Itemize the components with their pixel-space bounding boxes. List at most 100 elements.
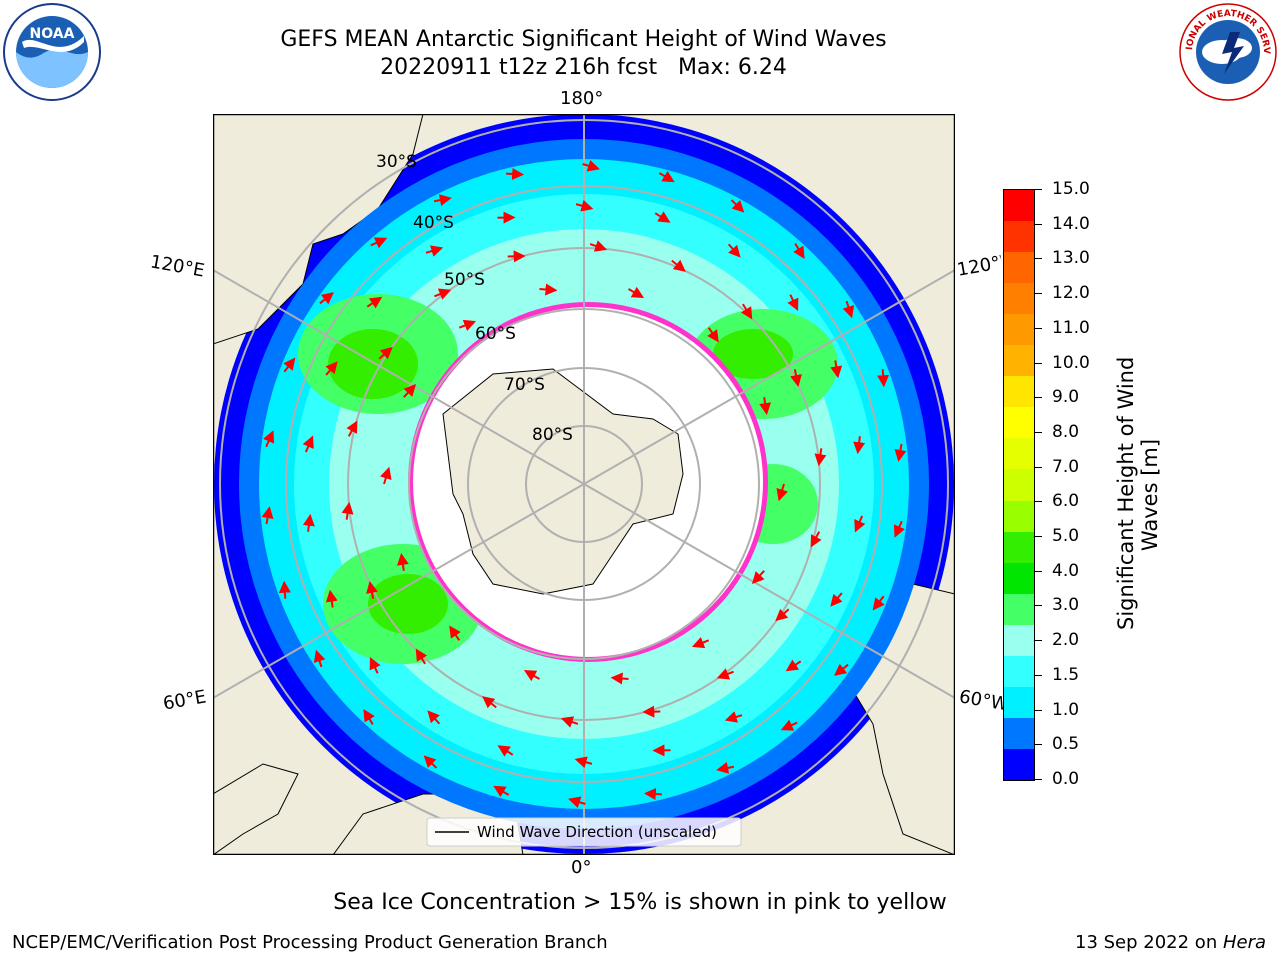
colorbar-tick-mark [1034, 536, 1042, 538]
wind-wave-arrow [380, 466, 392, 485]
lon-label-120w: 120°W [955, 252, 1004, 281]
wind-wave-arrow [278, 580, 291, 599]
wind-wave-arrow [325, 589, 338, 608]
wind-wave-arrow [589, 240, 608, 252]
colorbar-segment [1004, 655, 1034, 688]
wind-wave-arrow [378, 346, 393, 360]
colorbar-tick-mark [1034, 674, 1042, 676]
colorbar-tick-mark [1034, 709, 1042, 711]
chart-title: GEFS MEAN Antarctic Significant Height o… [280, 27, 887, 52]
map-legend [426, 817, 742, 847]
lat-label-70s: 70°S [504, 375, 545, 395]
wind-wave-arrow [366, 296, 383, 309]
map-frame [213, 114, 955, 855]
colorbar-label: Significant Height of Wind Waves [m] [1114, 357, 1162, 630]
wind-wave-arrow [834, 663, 849, 676]
wind-wave-arrow [415, 648, 428, 665]
wind-wave-arrow [482, 696, 497, 709]
wind-wave-arrow [434, 288, 452, 300]
noaa-logo-text: NOAA [30, 26, 75, 42]
colorbar-tick-label: 6.0 [1052, 491, 1080, 512]
wind-wave-arrow [302, 435, 314, 453]
wind-wave-arrow [740, 303, 753, 320]
noaa-logo: NOAA [3, 3, 101, 101]
lon-label-60w: 60°W [957, 686, 1006, 715]
wind-wave-arrow [842, 300, 855, 319]
credit-right: 13 Sep 2022 on Hera [1075, 932, 1266, 953]
wind-wave-arrow [790, 369, 802, 387]
colorbar-tick-label: 8.0 [1052, 421, 1080, 442]
wind-wave-arrow [574, 756, 593, 769]
colorbar-tick-label: 14.0 [1052, 213, 1090, 234]
colorbar-tick-label: 1.5 [1052, 664, 1080, 685]
colorbar-segment [1004, 562, 1034, 595]
lon-label-120e: 120°E [148, 251, 207, 282]
wind-wave-arrow [877, 369, 890, 388]
wind-wave-arrow [872, 595, 885, 611]
wind-wave-arrow [568, 796, 586, 808]
colorbar-tick-mark [1034, 640, 1042, 642]
colorbar-segment [1004, 407, 1034, 439]
colorbar-segment [1004, 345, 1034, 377]
lat-label-50s: 50°S [444, 270, 485, 290]
colorbar-tick-mark [1034, 362, 1042, 364]
wind-wave-arrow [458, 319, 477, 332]
colorbar-tick-label: 0.0 [1052, 769, 1080, 789]
colorbar-tick-mark [1034, 501, 1042, 503]
colorbar-tick-label: 15.0 [1052, 179, 1090, 199]
colorbar-segment [1004, 314, 1034, 346]
wind-wave-arrow [366, 581, 378, 599]
wind-wave-arrow [628, 286, 645, 299]
colorbar-segment [1004, 438, 1034, 470]
wind-wave-arrow [894, 443, 907, 462]
wind-wave-arrow [853, 436, 866, 455]
wind-wave-arrow [707, 327, 719, 343]
colorbar-tick-label: 1.0 [1052, 699, 1080, 720]
wind-wave-arrow [716, 668, 734, 680]
lat-label-80s: 80°S [532, 425, 573, 445]
lat-label-60s: 60°S [475, 324, 516, 344]
wind-wave-arrow [893, 520, 905, 538]
wind-wave-arrow [814, 448, 827, 467]
longitude-lines [213, 114, 955, 855]
wind-wave-arrow [369, 657, 381, 674]
wind-wave-arrow [261, 506, 274, 525]
colorbar-segment [1004, 469, 1034, 502]
wind-wave-arrow [425, 245, 444, 257]
colorbar-tick-label: 10.0 [1052, 352, 1090, 373]
colorbar-tick-mark [1034, 779, 1042, 780]
colorbar-segment [1004, 593, 1034, 626]
wind-wave-arrow [560, 716, 579, 728]
colorbar-segment [1004, 376, 1034, 408]
colorbar-segment [1004, 500, 1034, 533]
wind-wave-arrows [261, 160, 907, 808]
antarctic-map: Wind Wave Direction (unscaled) [213, 114, 955, 855]
lon-label-180: 180° [560, 88, 604, 109]
colorbar-tick-label: 5.0 [1052, 526, 1080, 547]
wind-wave-arrow [493, 785, 510, 798]
wind-wave-arrow [423, 755, 438, 769]
wind-wave-arrow [776, 483, 788, 502]
colorbar-segment [1004, 252, 1034, 284]
colorbar-tick-mark [1034, 466, 1042, 468]
colorbar-tick-label: 3.0 [1052, 595, 1080, 616]
colorbar-tick-label: 9.0 [1052, 387, 1080, 408]
wind-wave-arrow [325, 361, 338, 376]
colorbar-segment [1004, 190, 1034, 222]
wind-wave-arrow [785, 659, 802, 672]
wind-wave-arrow [427, 710, 441, 725]
colorbar-tick-label: 13.0 [1052, 248, 1090, 269]
wind-wave-arrow [523, 669, 540, 682]
lon-label-60e: 60°E [161, 686, 208, 715]
colorbar-tick-mark [1034, 223, 1042, 225]
wind-wave-arrow [759, 397, 772, 416]
colorbar-segment [1004, 748, 1034, 781]
colorbar-segment [1004, 717, 1034, 750]
wave-patch-4-5-west [328, 329, 418, 399]
colorbar-tick-label: 2.0 [1052, 630, 1080, 651]
wind-wave-arrow [724, 711, 743, 723]
wind-wave-arrow [691, 636, 710, 649]
legend-label: Wind Wave Direction (unscaled) [477, 823, 717, 841]
wind-wave-arrow [575, 199, 594, 212]
madagascar-land [213, 763, 299, 855]
